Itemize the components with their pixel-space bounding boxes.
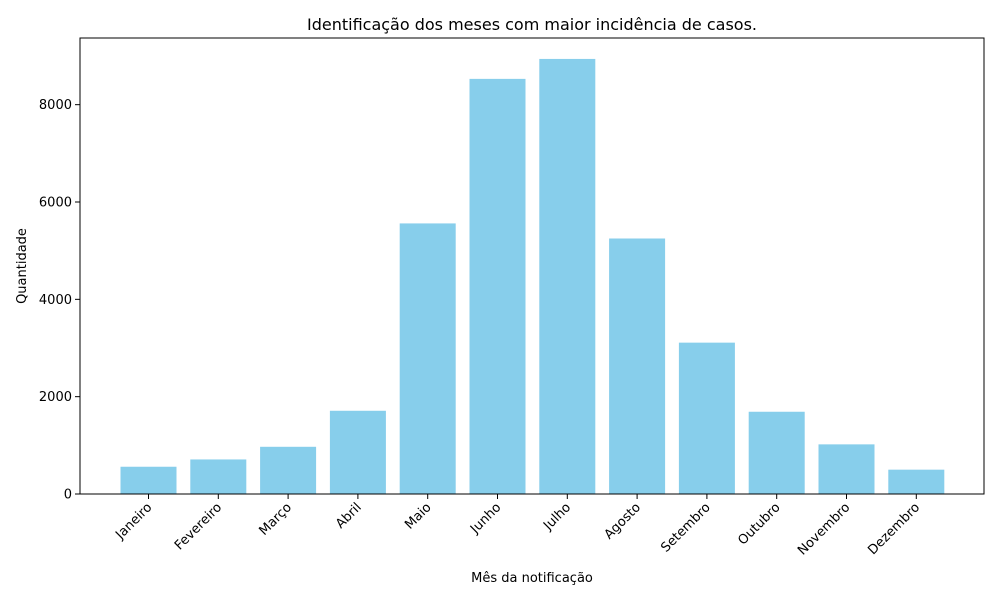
x-tick-label: Junho (467, 500, 504, 537)
x-tick-label: Setembro (658, 500, 713, 555)
bar-dezembro (888, 469, 945, 494)
bar-janeiro (120, 466, 177, 494)
x-tick-label: Agosto (602, 500, 644, 542)
chart-title: Identificação dos meses com maior incidê… (307, 15, 757, 34)
x-tick-label: Fevereiro (172, 500, 225, 553)
bars-group (120, 58, 945, 495)
x-tick-label: Maio (402, 500, 434, 532)
bar-setembro (678, 342, 735, 494)
bar-maio (399, 223, 456, 494)
x-tick-label: Outubro (735, 500, 783, 548)
plot-frame (79, 37, 985, 495)
bar-agosto (609, 238, 666, 494)
x-tick-label: Novembro (795, 500, 853, 558)
bar-julho (539, 58, 596, 494)
x-tick-label: Julho (540, 500, 574, 534)
bar-outubro (748, 411, 805, 494)
y-tick-label: 6000 (39, 196, 72, 211)
bar-fevereiro (190, 459, 247, 494)
x-tick-label: Abril (333, 500, 365, 532)
y-axis-label: Quantidade (15, 228, 30, 304)
x-tick-label: Março (257, 500, 295, 538)
bar-março (260, 446, 317, 494)
y-tick-label: 0 (64, 488, 72, 503)
x-tick-label: Dezembro (865, 500, 923, 558)
y-tick-label: 8000 (39, 98, 72, 113)
y-axis: 0 2000 4000 6000 8000 (39, 98, 80, 503)
bar-abril (329, 410, 386, 494)
x-axis-label: Mês da notificação (471, 571, 593, 586)
bar-novembro (818, 444, 875, 494)
y-tick-label: 4000 (39, 293, 72, 308)
bar-junho (469, 78, 526, 495)
x-axis: Janeiro Fevereiro Março Abril Maio Junho Julho… (112, 494, 923, 558)
x-tick-label: Janeiro (112, 500, 155, 543)
y-tick-label: 2000 (39, 390, 72, 405)
